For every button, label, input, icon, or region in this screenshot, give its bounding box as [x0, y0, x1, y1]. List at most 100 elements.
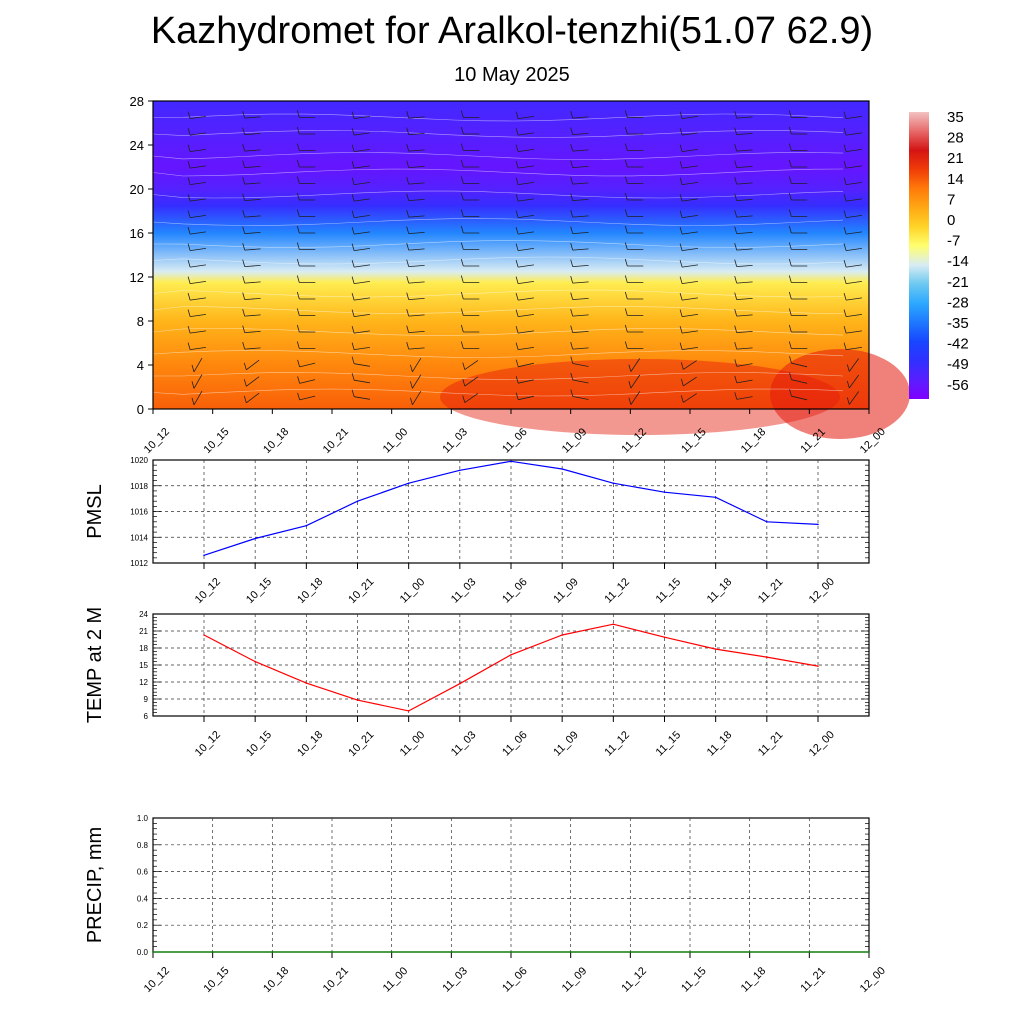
data-point [569, 951, 572, 953]
wind-barb [682, 165, 698, 169]
x-tick-label: 11_09 [551, 729, 581, 759]
data-point [271, 951, 274, 953]
wind-barb-feather [624, 275, 628, 283]
temperature-field [153, 101, 869, 409]
colorbar-label: 7 [947, 191, 955, 208]
data-point [510, 654, 512, 656]
data-point [766, 521, 768, 523]
colorbar-label: 35 [947, 109, 964, 126]
x-tick-label: 11_03 [449, 729, 479, 759]
wind-barb-feather [296, 291, 300, 300]
wind-barb [190, 198, 206, 202]
wind-barb-feather [515, 342, 519, 350]
wind-barb-feather [843, 177, 847, 185]
wind-barb [572, 298, 589, 300]
wind-barb-feather [296, 159, 300, 168]
x-tick-label: 11_06 [500, 426, 530, 456]
data-point [510, 460, 512, 463]
wind-barb [683, 376, 697, 387]
x-tick-label: 10_18 [261, 426, 291, 456]
wind-barb [518, 248, 534, 251]
x-tick-label: 10_21 [346, 729, 376, 759]
wind-barb [244, 298, 261, 300]
y-tick-label: 0.0 [137, 948, 149, 957]
wind-barb-feather [460, 341, 464, 349]
data-point [254, 660, 256, 663]
wind-barb [408, 133, 425, 135]
wind-barb-feather [406, 226, 410, 234]
wind-barb-feather [679, 111, 683, 119]
wind-barb [572, 314, 589, 317]
wind-barb-feather [406, 259, 410, 267]
wind-barb-feather [515, 392, 519, 400]
wind-barb-feather [296, 308, 300, 316]
wind-barb-feather [570, 341, 574, 350]
wind-barb-feather [624, 291, 628, 300]
wind-barb [354, 264, 370, 268]
wind-barb-feather [242, 193, 246, 201]
wind-barb-feather [296, 258, 300, 267]
data-point [459, 469, 461, 472]
y-tick-label: 20 [130, 182, 144, 197]
y-tick-label: 12 [130, 270, 144, 285]
wind-barb [736, 379, 753, 384]
wind-barb-feather [624, 126, 628, 135]
chart-subtitle: 10 May 2025 [454, 64, 570, 86]
wind-barb-feather [624, 176, 628, 184]
wind-barb-feather [789, 389, 792, 397]
wind-barb-feather [843, 309, 847, 317]
wind-barb-feather [680, 378, 684, 387]
data-point [808, 951, 811, 953]
wind-barb-feather [351, 276, 355, 284]
data-point [766, 656, 768, 658]
wind-barb-feather [624, 341, 628, 349]
wind-barb-feather [242, 308, 246, 317]
data-point [450, 951, 453, 953]
wind-barb [246, 359, 260, 371]
wind-barb [518, 297, 534, 301]
data-point [663, 636, 666, 638]
wind-barb-feather [515, 144, 519, 152]
x-tick-label: 10_15 [244, 576, 274, 606]
wind-barb [846, 165, 862, 169]
wind-barb [244, 347, 261, 350]
wind-barb [190, 281, 206, 284]
wind-barb [682, 248, 698, 251]
data-point [612, 623, 615, 625]
wind-barb-feather [351, 111, 355, 119]
wind-barb [354, 149, 370, 152]
wind-barb [299, 395, 316, 401]
wind-barb-feather [351, 160, 355, 169]
wind-barb-feather [734, 292, 738, 300]
wind-barb [846, 231, 862, 235]
wind-barb-feather [789, 372, 792, 380]
wind-barb [736, 298, 753, 300]
wind-barb-feather [628, 364, 632, 372]
wind-barb-feather [351, 356, 355, 364]
wind-barb-feather [515, 226, 519, 235]
data-point [331, 951, 333, 953]
wind-barb-feather [570, 176, 574, 185]
wind-barb [846, 182, 862, 185]
wind-barb [408, 149, 425, 152]
x-tick-label: 11_06 [500, 965, 530, 995]
wind-barb-feather [187, 193, 191, 202]
pmsl-panel: 1012 1014 1016 1018 1020 PMSL 10_12 10_15 10_18 1… [84, 456, 870, 606]
wind-barb-feather [243, 379, 247, 387]
wind-barb-feather [406, 341, 410, 350]
wind-barb-feather [351, 373, 355, 381]
wind-barb [846, 314, 862, 317]
wind-barb [354, 215, 370, 218]
wind-barb-feather [570, 372, 574, 381]
wind-barb-feather [296, 192, 300, 201]
wind-barb [736, 248, 753, 251]
warm-surface-patch [440, 359, 840, 435]
wind-barb [299, 379, 316, 384]
y-tick-label: 28 [130, 94, 144, 109]
contour-line [152, 306, 844, 314]
wind-barb-feather [624, 324, 628, 333]
wind-barb [518, 215, 534, 218]
wind-barb-feather [570, 226, 574, 234]
x-tick-label: 10_18 [295, 729, 325, 759]
wind-barb [736, 347, 753, 350]
